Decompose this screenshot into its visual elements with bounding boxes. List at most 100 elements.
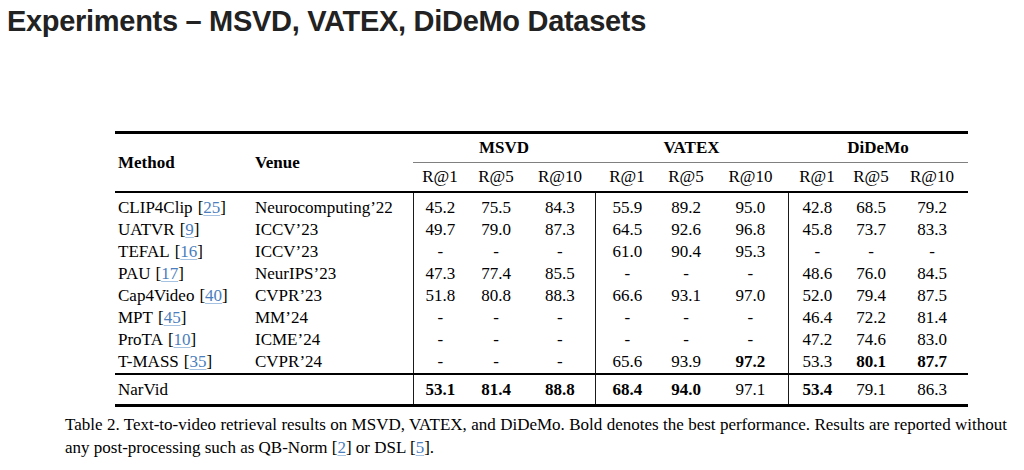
metric-header: R@1 bbox=[413, 163, 467, 193]
citation-link[interactable]: 16 bbox=[180, 242, 197, 261]
caption-line-1: Table 2. Text-to-video retrieval results… bbox=[65, 414, 1007, 437]
metric-cell: 79.2 bbox=[896, 192, 968, 219]
metric-cell: 66.6 bbox=[595, 285, 659, 307]
metric-cell: 81.4 bbox=[896, 307, 968, 329]
metric-cell: 86.3 bbox=[896, 374, 968, 406]
metric-cell: - bbox=[659, 307, 713, 329]
citation: [10] bbox=[168, 330, 196, 349]
metric-cell: - bbox=[713, 263, 788, 285]
table-caption: Table 2. Text-to-video retrieval results… bbox=[65, 414, 1007, 459]
method-cell: PAU[17] bbox=[115, 263, 252, 285]
citation: [35] bbox=[184, 352, 212, 371]
metric-cell: 83.0 bbox=[896, 329, 968, 351]
citation-link[interactable]: 17 bbox=[161, 264, 178, 283]
table-row: Cap4Video[40]CVPR’2351.880.888.366.693.1… bbox=[115, 285, 968, 307]
metric-cell: 79.0 bbox=[467, 219, 525, 241]
citation-link[interactable]: 45 bbox=[164, 308, 181, 327]
method-cell: CLIP4Clip[25] bbox=[115, 192, 252, 219]
method-name: MPT bbox=[118, 308, 153, 327]
venue-cell: CVPR’23 bbox=[252, 285, 413, 307]
metric-cell: 94.0 bbox=[659, 374, 713, 406]
metric-header: R@5 bbox=[659, 163, 713, 193]
metric-cell: - bbox=[413, 307, 467, 329]
metric-cell: 83.3 bbox=[896, 219, 968, 241]
venue-cell: Neurocomputing’22 bbox=[252, 192, 413, 219]
citation-link[interactable]: 25 bbox=[203, 198, 220, 217]
bracket-close: ] bbox=[194, 220, 200, 239]
metric-cell: 76.0 bbox=[846, 263, 896, 285]
metric-cell: - bbox=[467, 307, 525, 329]
metric-header: R@5 bbox=[846, 163, 896, 193]
metric-cell: 93.1 bbox=[659, 285, 713, 307]
metric-cell: 53.1 bbox=[413, 374, 467, 406]
metric-cell: 81.4 bbox=[467, 374, 525, 406]
metric-cell: - bbox=[713, 307, 788, 329]
results-table: Method Venue MSVD VATEX DiDeMo R@1 R@5 R… bbox=[115, 131, 968, 407]
metric-cell: - bbox=[595, 307, 659, 329]
metric-cell: 84.5 bbox=[896, 263, 968, 285]
metric-cell: - bbox=[413, 351, 467, 374]
metric-cell: 97.2 bbox=[713, 351, 788, 374]
table-row: TEFAL[16]ICCV’23---61.090.495.3--- bbox=[115, 241, 968, 263]
metric-cell: 45.2 bbox=[413, 192, 467, 219]
metric-cell: 79.4 bbox=[846, 285, 896, 307]
citation: [17] bbox=[155, 264, 183, 283]
metric-cell: 88.3 bbox=[525, 285, 595, 307]
method-name: Cap4Video bbox=[118, 286, 194, 305]
citation: [40] bbox=[199, 286, 227, 305]
method-name: CLIP4Clip bbox=[118, 198, 193, 217]
metric-cell: 88.8 bbox=[525, 374, 595, 406]
method-name: NarVid bbox=[118, 380, 168, 399]
citation-link[interactable]: 9 bbox=[185, 220, 194, 239]
metric-cell: 55.9 bbox=[595, 192, 659, 219]
table-row: T-MASS[35]CVPR’24---65.693.997.253.380.1… bbox=[115, 351, 968, 374]
metric-cell: 42.8 bbox=[788, 192, 846, 219]
caption-citation-link[interactable]: 5 bbox=[416, 438, 425, 457]
metric-header: R@10 bbox=[896, 163, 968, 193]
citation: [16] bbox=[175, 242, 203, 261]
venue-column-header: Venue bbox=[252, 133, 413, 193]
caption-citation-link[interactable]: 2 bbox=[337, 438, 346, 457]
metric-cell: 72.2 bbox=[846, 307, 896, 329]
metric-cell: 95.3 bbox=[713, 241, 788, 263]
method-cell: T-MASS [35] bbox=[115, 351, 252, 374]
metric-cell: - bbox=[413, 241, 467, 263]
venue-cell: ICME’24 bbox=[252, 329, 413, 351]
method-cell: ProTA [10] bbox=[115, 329, 252, 351]
venue-cell: ICCV’23 bbox=[252, 219, 413, 241]
metric-cell: - bbox=[525, 307, 595, 329]
metric-header: R@10 bbox=[713, 163, 788, 193]
metric-cell: 52.0 bbox=[788, 285, 846, 307]
venue-cell bbox=[252, 374, 413, 406]
metric-cell: 53.4 bbox=[788, 374, 846, 406]
citation-link[interactable]: 10 bbox=[174, 330, 191, 349]
metric-cell: 90.4 bbox=[659, 241, 713, 263]
metric-cell: 85.5 bbox=[525, 263, 595, 285]
metric-cell: 65.6 bbox=[595, 351, 659, 374]
method-column-header: Method bbox=[115, 133, 252, 193]
bracket-close: ] bbox=[220, 198, 226, 217]
bracket-close: ] bbox=[181, 308, 187, 327]
metric-cell: - bbox=[659, 329, 713, 351]
caption-line-2: any post-processing such as QB-Norm [2] … bbox=[65, 437, 1007, 460]
slide: Experiments – MSVD, VATEX, DiDeMo Datase… bbox=[0, 0, 1024, 470]
metric-header: R@1 bbox=[595, 163, 659, 193]
metric-cell: 97.1 bbox=[713, 374, 788, 406]
metric-cell: - bbox=[525, 351, 595, 374]
bracket-close: ] bbox=[178, 264, 184, 283]
method-cell: TEFAL[16] bbox=[115, 241, 252, 263]
metric-cell: - bbox=[846, 241, 896, 263]
method-name: T-MASS bbox=[118, 352, 179, 371]
metric-cell: 53.3 bbox=[788, 351, 846, 374]
citation-link[interactable]: 40 bbox=[205, 286, 222, 305]
metric-cell: 87.3 bbox=[525, 219, 595, 241]
table-row: ProTA[10]ICME’24------47.274.683.0 bbox=[115, 329, 968, 351]
citation-link[interactable]: 35 bbox=[189, 352, 206, 371]
metric-cell: 73.7 bbox=[846, 219, 896, 241]
metric-cell: 51.8 bbox=[413, 285, 467, 307]
venue-cell: CVPR’24 bbox=[252, 351, 413, 374]
method-name: ProTA bbox=[118, 330, 163, 349]
metric-cell: 64.5 bbox=[595, 219, 659, 241]
method-cell: NarVid bbox=[115, 374, 252, 406]
metric-cell: 77.4 bbox=[467, 263, 525, 285]
